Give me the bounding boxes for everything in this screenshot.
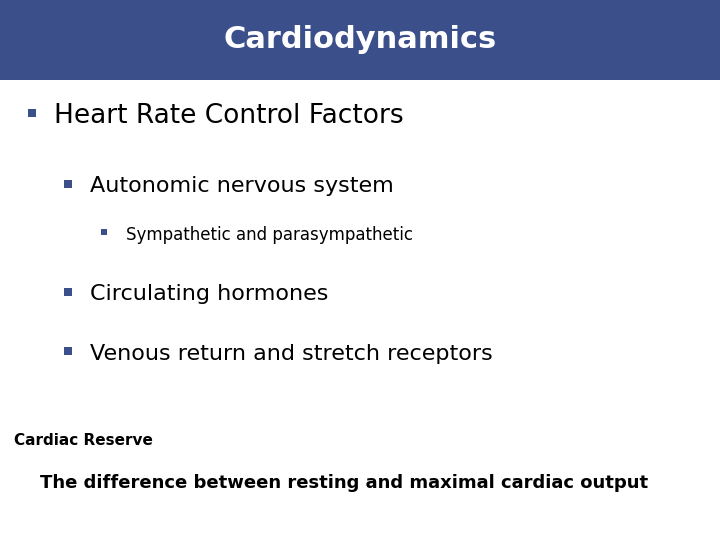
Text: Autonomic nervous system: Autonomic nervous system: [90, 176, 394, 197]
Text: Venous return and stretch receptors: Venous return and stretch receptors: [90, 343, 492, 364]
Text: Cardiodynamics: Cardiodynamics: [223, 25, 497, 55]
Bar: [0, 0, 720, 80]
Text: Heart Rate Control Factors: Heart Rate Control Factors: [54, 103, 404, 129]
Text: Cardiac Reserve: Cardiac Reserve: [14, 433, 153, 448]
Text: Sympathetic and parasympathetic: Sympathetic and parasympathetic: [126, 226, 413, 244]
Text: Circulating hormones: Circulating hormones: [90, 284, 328, 305]
Text: The difference between resting and maximal cardiac output: The difference between resting and maxim…: [40, 474, 648, 492]
